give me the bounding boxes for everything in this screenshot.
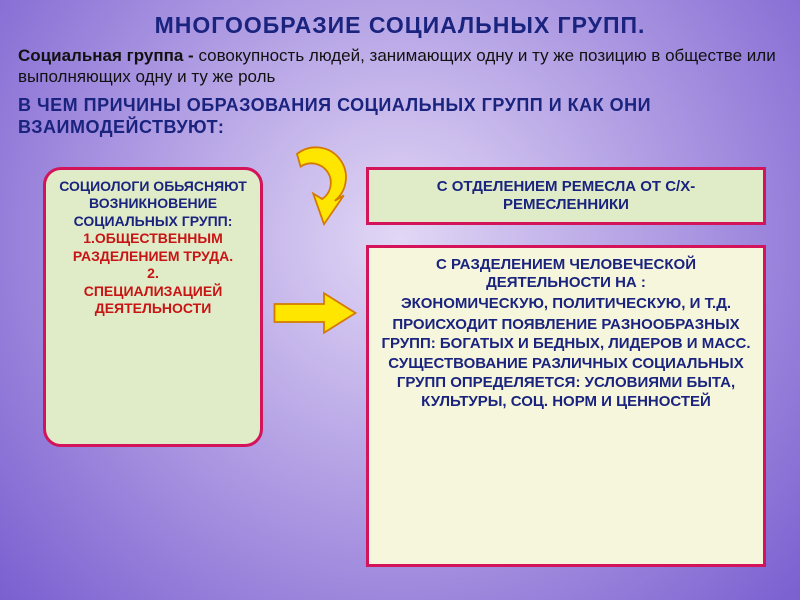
straight-arrow-icon xyxy=(270,289,360,337)
result-1-text: С ОТДЕЛЕНИЕМ РЕМЕСЛА ОТ С/Х- РЕМЕСЛЕННИК… xyxy=(437,178,695,214)
cause-2: СПЕЦИАЛИЗАЦИЕЙ ДЕЯТЕЛЬНОСТИ xyxy=(56,283,250,318)
result-2-l3: ПРОИСХОДИТ ПОЯВЛЕНИЕ РАЗНООБРАЗНЫХ ГРУПП… xyxy=(379,316,753,354)
slide: МНОГООБРАЗИЕ СОЦИАЛЬНЫХ ГРУПП. Социальна… xyxy=(0,0,800,600)
diagram-area: СОЦИОЛОГИ ОБЬЯСНЯЮТ ВОЗНИКНОВЕНИЕ СОЦИАЛ… xyxy=(18,149,782,579)
cause-1: 1.ОБЩЕСТВЕННЫМ РАЗДЕЛЕНИЕМ ТРУДА. xyxy=(56,230,250,265)
definition: Социальная группа - совокупность людей, … xyxy=(18,45,782,88)
result-2-l1: С РАЗДЕЛЕНИЕМ ЧЕЛОВЕЧЕСКОЙ ДЕЯТЕЛЬНОСТИ … xyxy=(379,256,753,294)
causes-box: СОЦИОЛОГИ ОБЬЯСНЯЮТ ВОЗНИКНОВЕНИЕ СОЦИАЛ… xyxy=(43,167,263,447)
result-2-l4: СУЩЕСТВОВАНИЕ РАЗЛИЧНЫХ СОЦИАЛЬНЫХ ГРУПП… xyxy=(379,355,753,411)
causes-intro: СОЦИОЛОГИ ОБЬЯСНЯЮТ ВОЗНИКНОВЕНИЕ СОЦИАЛ… xyxy=(56,178,250,231)
definition-term: Социальная группа - xyxy=(18,46,198,65)
result-box-2: С РАЗДЕЛЕНИЕМ ЧЕЛОВЕЧЕСКОЙ ДЕЯТЕЛЬНОСТИ … xyxy=(366,245,766,567)
cause-2-num: 2. xyxy=(56,265,250,283)
result-box-1: С ОТДЕЛЕНИЕМ РЕМЕСЛА ОТ С/Х- РЕМЕСЛЕННИК… xyxy=(366,167,766,225)
result-2-l2: ЭКОНОМИЧЕСКУЮ, ПОЛИТИЧЕСКУЮ, И Т.Д. xyxy=(379,295,753,314)
subheading: В ЧЕМ ПРИЧИНЫ ОБРАЗОВАНИЯ СОЦИАЛЬНЫХ ГРУ… xyxy=(18,94,782,139)
slide-title: МНОГООБРАЗИЕ СОЦИАЛЬНЫХ ГРУПП. xyxy=(18,12,782,39)
curved-arrow-icon xyxy=(270,145,360,235)
